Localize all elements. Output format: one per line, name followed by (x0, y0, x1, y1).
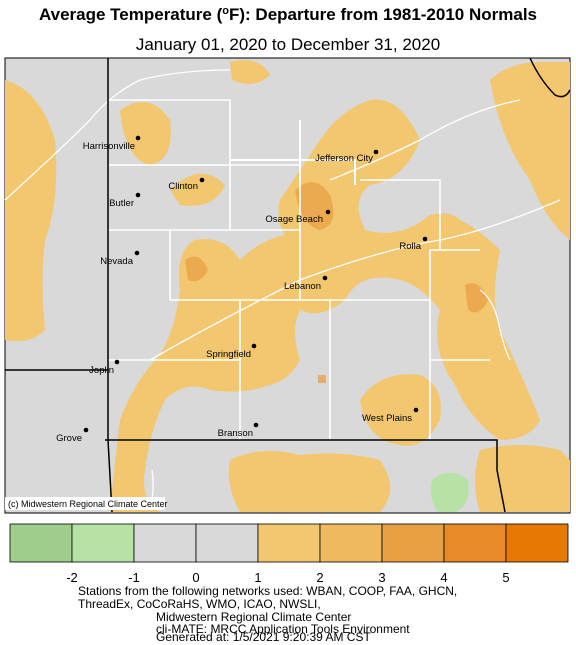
city-dot (325, 209, 331, 215)
legend-tick-label: 0 (192, 570, 199, 585)
credit-box (5, 497, 165, 510)
city-dot (322, 275, 328, 281)
county-lines (4, 69, 561, 511)
footer-line: ThreadEx, CoCoRaHS, WMO, ICAO, NWSLI, (78, 597, 321, 611)
footer: Stations from the following networks use… (78, 584, 457, 644)
city-dot (422, 236, 428, 242)
legend-swatch (71, 523, 135, 563)
city-label: Clinton (168, 181, 198, 192)
cities: Harrisonville Clinton Butler Jefferson City… (56, 135, 428, 444)
legend-tick-label: 3 (378, 570, 385, 585)
map: Harrisonville Clinton Butler Jefferson City… (4, 57, 571, 514)
city-dot (251, 343, 257, 349)
city-dot (83, 427, 89, 433)
footer-line: cli-MATE: MRCC Application Tools Environ… (156, 622, 410, 636)
city-label: Springfield (206, 349, 251, 360)
legend-swatch (9, 523, 73, 563)
legend-tick-label: 5 (502, 570, 509, 585)
city-label: Osage Beach (265, 214, 323, 225)
title-text: Average Temperature ( (39, 5, 223, 24)
city-label: Jefferson City (315, 153, 373, 164)
title-sup: o (222, 5, 229, 17)
legend-tick-label: 1 (254, 570, 261, 585)
city-label: Joplin (89, 365, 114, 376)
cool-area (430, 472, 469, 512)
city-dot (135, 135, 141, 141)
city-label: West Plains (362, 413, 412, 424)
city-dot (135, 192, 141, 198)
legend-swatch (257, 523, 321, 563)
city-label: Butler (109, 198, 134, 209)
city-dot (413, 407, 419, 413)
legend-swatch (195, 523, 259, 563)
title: Average Temperature (oF): Departure from… (39, 5, 537, 24)
title-text: F): Departure from 1981-2010 Normals (229, 5, 537, 24)
legend-swatch (133, 523, 197, 563)
credit: (c) Midwestern Regional Climate Center (8, 499, 168, 509)
legend-swatch (381, 523, 445, 563)
legend-tick-label: 4 (440, 570, 447, 585)
footer-line: Generated at: 1/5/2021 9:20:39 AM CST (156, 630, 371, 644)
city-label: Nevada (100, 256, 133, 267)
state-lines (5, 57, 571, 513)
city-label: Grove (56, 433, 82, 444)
hot-areas (185, 182, 488, 383)
warm-areas (5, 60, 570, 512)
city-label: Branson (218, 428, 253, 439)
legend-tick-label: -1 (128, 570, 140, 585)
footer-line: Stations from the following networks use… (78, 584, 457, 598)
city-dot (199, 177, 205, 183)
city-dot (253, 422, 259, 428)
city-dot (373, 149, 379, 155)
legend: -2 -1 0 1 2 3 4 5 (9, 523, 569, 585)
subtitle: January 01, 2020 to December 31, 2020 (136, 35, 440, 54)
legend-tick-label: 2 (316, 570, 323, 585)
legend-swatch (443, 523, 507, 563)
city-label: Lebanon (284, 281, 321, 292)
city-dot (114, 359, 120, 365)
city-dot (134, 250, 140, 256)
legend-tick-label: -2 (66, 570, 78, 585)
city-label: Harrisonville (83, 141, 135, 152)
city-label: Rolla (399, 241, 421, 252)
footer-line: Midwestern Regional Climate Center (156, 610, 351, 624)
legend-swatch (319, 523, 383, 563)
legend-swatch (505, 523, 569, 563)
